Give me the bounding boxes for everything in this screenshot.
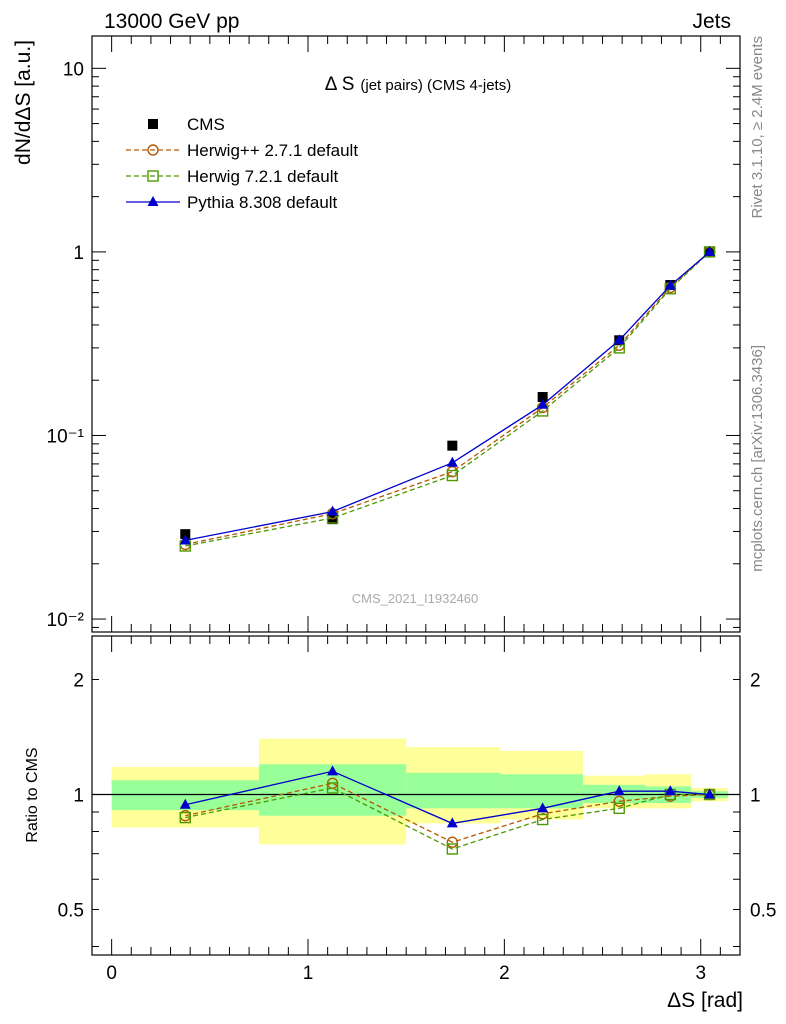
main-ytick-label: 10: [63, 59, 84, 80]
main-ytick-label: 1: [73, 243, 84, 264]
ratio-xtick-label: 1: [303, 963, 314, 984]
ratio-point-pythia-8-308-default: [704, 788, 716, 799]
ratio-ytick-label: 2: [73, 671, 84, 692]
legend-marker-herwig-2-7-1-default: [147, 144, 159, 156]
main-point-herwig-2-7-1-default: [446, 465, 459, 478]
legend: CMS Herwig++ 2.7.1 default Herwig 7.2.1 de…: [126, 115, 358, 212]
ratio-point-pythia-8-308-default: [179, 798, 191, 809]
main-frame: [91, 35, 741, 633]
ratio-ylabel: Ratio to CMS: [24, 747, 41, 842]
main-point-cms: [537, 392, 548, 403]
chart-title: Δ S (jet pairs) (CMS 4-jets): [325, 74, 511, 95]
legend-marker-pythia-8-308-default: [147, 196, 159, 206]
ratio-point-pythia-8-308-default: [327, 765, 339, 776]
ratio-xlabel: ΔS [rad]: [667, 989, 743, 1012]
ratio-ytick-label-right: 1: [750, 785, 761, 806]
ratio-xtick-label: 2: [499, 963, 510, 984]
main-point-pythia-8-308-default: [446, 456, 458, 467]
main-plot: 10 1 10⁻¹ 10⁻²: [47, 35, 741, 633]
ratio-xtick-label: 0: [106, 963, 117, 984]
ratio-ytick-label-right: 0.5: [750, 900, 776, 921]
ratio-frame: [91, 635, 741, 956]
ratio-plot: 2 2 1 1 0.5 0.5 0 1 2 3: [58, 635, 776, 984]
main-point-cms: [180, 529, 191, 540]
ratio-point-pythia-8-308-default: [613, 785, 625, 796]
ratio-point-herwig-2-7-1-default: [446, 836, 459, 848]
main-point-pythia-8-308-default: [613, 334, 625, 345]
main-ylabel: dN/dΔS [a.u.]: [12, 40, 35, 165]
main-point-pythia-8-308-default: [704, 245, 716, 256]
legend-label-pythia-8-308-default: Pythia 8.308 default: [187, 193, 338, 212]
ratio-ytick-label: 0.5: [58, 900, 84, 921]
ratio-point-pythia-8-308-default: [664, 785, 676, 796]
legend-label-herwig-2-7-1-default: Herwig++ 2.7.1 default: [187, 141, 358, 160]
ratio-point-pythia-8-308-default: [537, 802, 549, 813]
ratio-point-herwig-7-2-1-default: [446, 843, 459, 855]
ratio-xtick-label: 3: [695, 963, 706, 984]
ratio-point-herwig-7-2-1-default: [536, 813, 549, 826]
main-point-pythia-8-308-default: [664, 279, 676, 290]
ratio-band-inner: [406, 772, 501, 809]
main-line-pythia-8-308-default: [185, 251, 711, 542]
main-ytick-label: 10⁻¹: [47, 426, 85, 447]
main-line-herwig-2-7-1-default: [185, 251, 711, 546]
ratio-point-herwig-7-2-1-default: [326, 782, 339, 794]
legend-label-herwig-7-2-1-default: Herwig 7.2.1 default: [187, 167, 338, 186]
ratio-point-herwig-2-7-1-default: [613, 795, 625, 807]
legend-marker-cms: [148, 119, 158, 129]
ratio-point-pythia-8-308-default: [446, 817, 458, 828]
ratio-band-inner: [500, 774, 583, 809]
ratio-ytick-label-right: 2: [750, 671, 761, 692]
main-point-cms: [447, 440, 458, 451]
main-point-pythia-8-308-default: [179, 534, 191, 545]
main-line-herwig-7-2-1-default: [185, 251, 711, 547]
source-label: mcplots.cern.ch [arXiv:1306.3436]: [749, 345, 766, 572]
ratio-line-herwig-7-2-1-default: [185, 787, 710, 850]
ratio-point-herwig-7-2-1-default: [179, 811, 191, 824]
legend-marker-herwig-7-2-1-default: [147, 170, 159, 182]
ratio-ytick-label: 1: [73, 785, 84, 806]
ratio-point-herwig-7-2-1-default: [613, 802, 625, 815]
main-point-pythia-8-308-default: [327, 505, 339, 516]
main-point-herwig-7-2-1-default: [446, 469, 459, 482]
watermark: CMS_2021_I1932460: [352, 591, 479, 606]
main-ytick-label: 10⁻²: [47, 610, 85, 631]
legend-label-cms: CMS: [187, 115, 225, 134]
ratio-line-herwig-2-7-1-default: [185, 782, 710, 843]
main-point-pythia-8-308-default: [537, 398, 549, 409]
header-right: Jets: [692, 10, 731, 33]
rivet-label: Rivet 3.1.10, ≥ 2.4M events: [749, 36, 766, 219]
header-left: 13000 GeV pp: [104, 10, 239, 33]
